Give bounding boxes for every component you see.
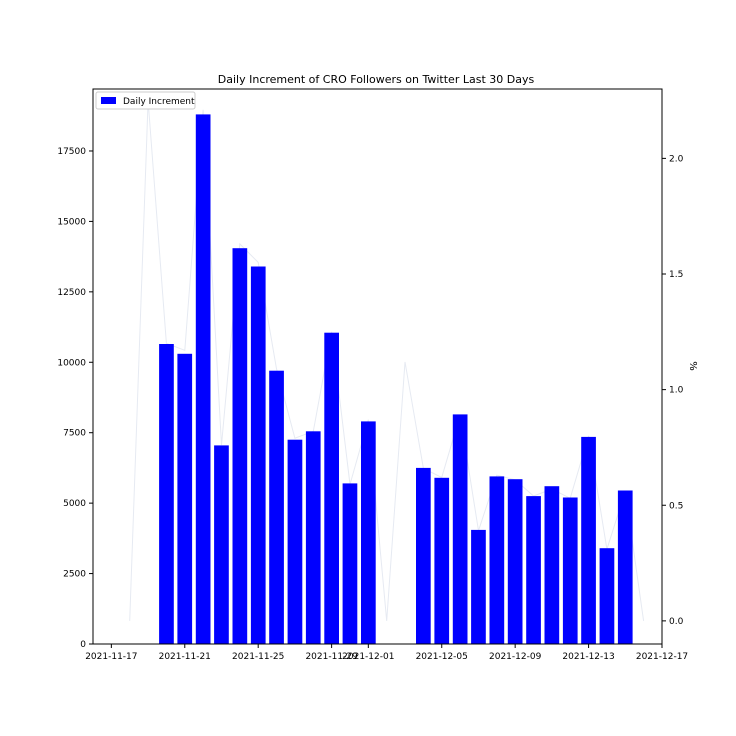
bar: [232, 248, 248, 644]
y-axis-right: 0.0 0.5 1.0 1.5 2.0: [662, 154, 684, 627]
bar: [599, 548, 615, 644]
bar: [581, 436, 596, 644]
bar: [452, 414, 468, 644]
bar: [526, 496, 541, 644]
x-tick-label: 2021-12-05: [416, 652, 468, 662]
x-tick-label: 2021-12-17: [636, 652, 688, 662]
legend: Daily Increment: [95, 91, 196, 110]
bar: [361, 421, 376, 644]
x-tick-label: 2021-11-29: [305, 652, 358, 662]
bar: [214, 445, 229, 644]
x-tick-label: 2021-12-01: [342, 652, 394, 662]
y2-tick-label: 0.5: [669, 501, 683, 511]
bar: [195, 114, 211, 644]
y-tick-label: 12500: [57, 288, 86, 298]
bar: [269, 370, 284, 644]
y-tick-label: 5000: [63, 499, 86, 509]
bar: [471, 529, 486, 644]
x-tick-label: 2021-11-21: [159, 652, 211, 662]
y-tick-label: 15000: [57, 217, 86, 227]
bars-layer: [159, 114, 633, 644]
bar: [507, 479, 523, 644]
bar: [159, 344, 174, 644]
y-axis-left: 0 2500 5000 7500 10000 12500 15000 17500: [57, 147, 93, 650]
bar: [287, 439, 303, 644]
bar: [617, 490, 633, 644]
y2-tick-label: 2.0: [669, 154, 684, 164]
chart-title: Daily Increment of CRO Followers on Twit…: [218, 73, 535, 86]
legend-box: [95, 91, 196, 110]
x-tick-label: 2021-11-17: [85, 652, 137, 662]
y-tick-label: 2500: [63, 570, 86, 580]
x-tick-label: 2021-12-13: [562, 652, 614, 662]
bar: [342, 483, 358, 644]
y-tick-label: 10000: [57, 358, 86, 368]
bar: [250, 266, 266, 644]
y-tick-label: 7500: [63, 429, 86, 439]
y2-tick-label: 1.5: [669, 270, 683, 280]
y2-tick-label: 1.0: [669, 386, 684, 396]
bar: [434, 477, 450, 644]
bar: [177, 353, 193, 644]
x-tick-label: 2021-11-25: [232, 652, 284, 662]
x-axis: 2021-11-17 2021-11-21 2021-11-25 2021-11-29…: [85, 644, 688, 662]
bar: [324, 332, 339, 644]
bar: [544, 486, 560, 644]
y2-tick-label: 0.0: [669, 617, 684, 627]
bar: [305, 431, 321, 644]
x-tick-label: 2021-12-09: [489, 652, 542, 662]
bar: [416, 467, 431, 644]
legend-swatch: [101, 97, 116, 104]
bar: [489, 476, 505, 644]
legend-label: Daily Increment: [123, 97, 195, 107]
plot-area-frame: [92, 88, 663, 645]
y-tick-label: 17500: [57, 147, 86, 157]
y-tick-label: 0: [80, 640, 86, 650]
bar: [562, 497, 578, 644]
y2-axis-label: %: [687, 361, 698, 371]
